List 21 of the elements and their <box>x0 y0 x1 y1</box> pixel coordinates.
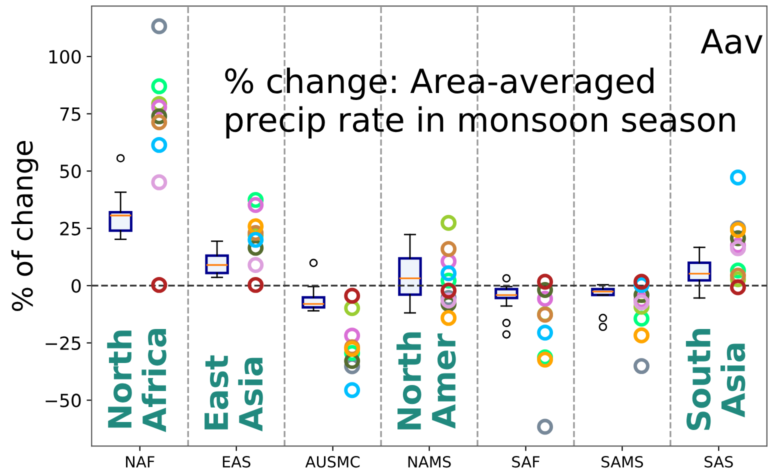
y-tick-label: 75 <box>60 107 80 121</box>
annotation: Aav <box>700 29 763 54</box>
annotation: North Africa <box>107 328 166 432</box>
y-tick-label: 0 <box>72 279 81 293</box>
x-tick-label: SAMS <box>602 456 644 468</box>
y-tick-label: −50 <box>46 394 81 408</box>
annotation: East Asia <box>204 355 263 432</box>
y-tick-label: −25 <box>46 336 80 350</box>
y-tick-label: 25 <box>60 222 80 236</box>
x-tick-label: EAS <box>222 456 250 468</box>
x-tick-label: AUSMC <box>305 456 360 468</box>
annotation: South Asia <box>686 329 746 430</box>
x-tick-label: SAF <box>512 456 540 468</box>
annotation: % change: Area-averaged precip rate in monsoon season <box>225 68 735 139</box>
x-tick-label: SAS <box>704 456 733 468</box>
y-tick-label: 100 <box>49 50 81 64</box>
x-tick-label: NAF <box>126 456 154 468</box>
y-tick-label: 50 <box>60 164 81 178</box>
y-axis-title: % of change <box>11 141 38 312</box>
annotation: North Amer <box>396 332 456 430</box>
x-tick-label: NAMS <box>408 456 451 468</box>
